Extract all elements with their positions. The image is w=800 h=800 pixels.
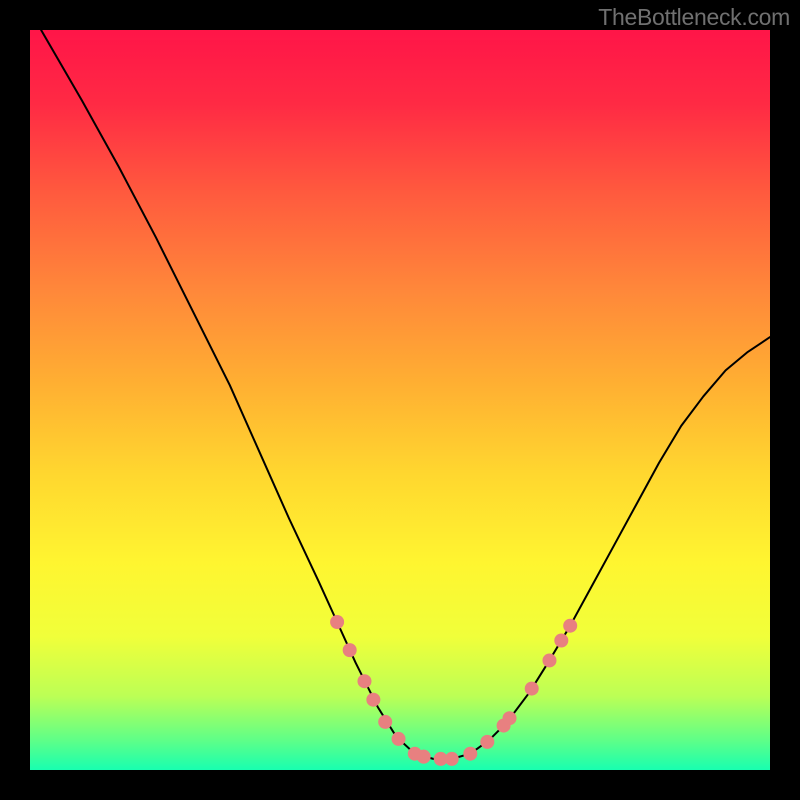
highlight-dot: [417, 750, 431, 764]
highlight-dot: [330, 615, 344, 629]
highlight-dot: [357, 674, 371, 688]
highlight-dot: [554, 634, 568, 648]
highlight-dot: [525, 682, 539, 696]
highlight-dot: [343, 643, 357, 657]
chart-container: TheBottleneck.com: [0, 0, 800, 800]
highlight-dot: [480, 735, 494, 749]
gradient-background: [30, 30, 770, 770]
highlight-dot: [366, 693, 380, 707]
highlight-dot: [378, 715, 392, 729]
highlight-dot: [463, 747, 477, 761]
highlight-dot: [503, 711, 517, 725]
watermark-text: TheBottleneck.com: [598, 4, 790, 31]
highlight-dot: [563, 619, 577, 633]
highlight-dot: [542, 653, 556, 667]
bottleneck-chart: [0, 0, 800, 800]
highlight-dot: [445, 752, 459, 766]
highlight-dot: [392, 732, 406, 746]
